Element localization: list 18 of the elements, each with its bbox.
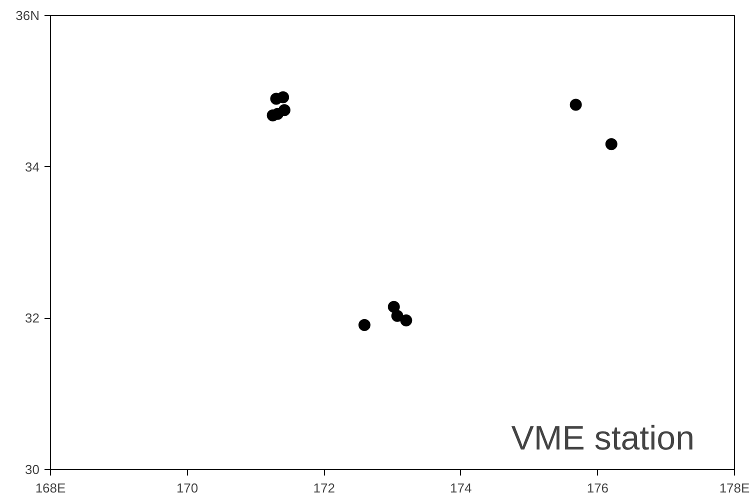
point [605,138,618,150]
point [358,318,370,331]
y-tick-label: 30 [25,462,40,477]
point [391,310,404,322]
point [570,98,582,111]
x-tick-label: 176 [586,480,609,496]
annotation: VME station [511,420,695,458]
x-tick-label: 168E [35,480,66,496]
x-tick-label: 178E [719,480,750,496]
point [388,300,400,313]
y-tick-label: 36N [16,8,40,23]
point [400,314,412,326]
x-tick-label: 172 [313,480,335,496]
x-tick-label: 174 [450,480,472,496]
point [277,91,290,104]
x-tick-label: 170 [176,480,198,496]
y-tick-label: 32 [25,310,40,326]
y-tick-label: 34 [25,159,40,174]
